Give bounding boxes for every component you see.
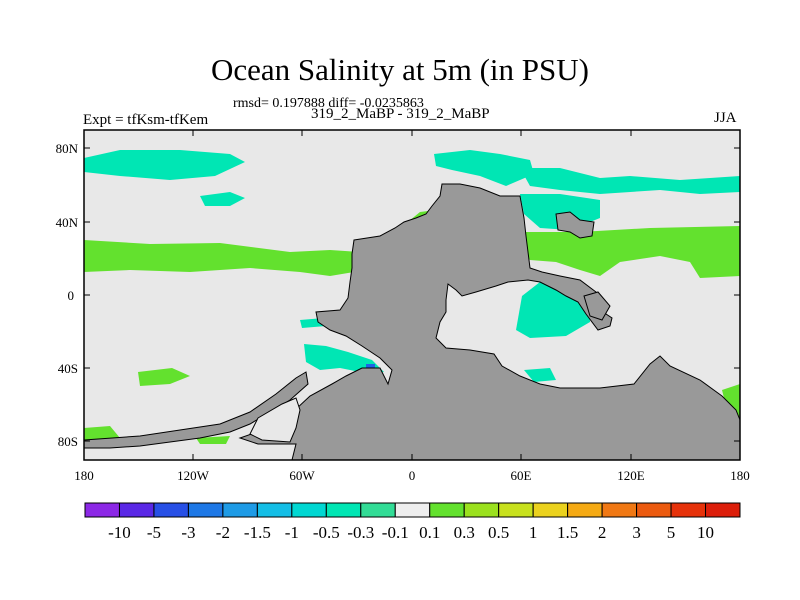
colorbar-label-14: 2 <box>598 523 607 542</box>
map-subtitle: rmsd= 0.197888 diff= -0.0235863 <box>233 96 424 111</box>
southern-indian-fresh-patch <box>524 368 556 382</box>
colorbar-label-1: -5 <box>147 523 161 542</box>
lon-label-0: 0 <box>409 468 416 483</box>
colorbar-label-15: 3 <box>632 523 641 542</box>
colorbar-swatch-5 <box>256 502 293 518</box>
colorbar-swatch-6 <box>291 502 327 518</box>
colorbar-swatch-2 <box>153 502 189 518</box>
colorbar <box>84 502 741 518</box>
south-pacific-salty-patch <box>138 368 190 386</box>
colorbar-swatch-13 <box>532 502 569 518</box>
colorbar-swatch-7 <box>325 502 362 518</box>
colorbar-swatch-17 <box>670 502 707 518</box>
lat-label-eq: 0 <box>68 288 75 303</box>
colorbar-label-5: -1 <box>285 523 299 542</box>
colorbar-label-2: -3 <box>181 523 195 542</box>
colorbar-labels: -10 -5 -3 -2 -1.5 -1 -0.5 -0.3 -0.1 0.1 0.3 0.5 1 1.5… <box>108 523 714 542</box>
map-frame <box>83 129 741 461</box>
north-indian-salty-band <box>520 226 740 278</box>
land-indian-peninsula <box>555 211 595 239</box>
lon-label-60w: 60W <box>289 468 315 483</box>
colorbar-swatch-4 <box>222 502 258 518</box>
lat-label-40s: 40S <box>58 361 78 376</box>
colorbar-label-17: 10 <box>697 523 714 542</box>
colorbar-swatch-14 <box>567 502 603 518</box>
lon-label-60e: 60E <box>511 468 532 483</box>
lon-label-180e: 180 <box>730 468 750 483</box>
lat-label-80s: 80S <box>58 434 78 449</box>
land-antarctic-peninsula <box>83 371 309 449</box>
map-title: Ocean Salinity at 5m (in PSU) <box>211 52 589 87</box>
colorbar-label-12: 1 <box>529 523 538 542</box>
colorbar-swatch-18 <box>705 502 741 518</box>
lon-label-120w: 120W <box>177 468 210 483</box>
southern-ocean-salty-strip <box>84 426 120 440</box>
land-masses <box>83 183 741 461</box>
lon-label-120e: 120E <box>617 468 645 483</box>
season-label: JJA <box>714 110 737 126</box>
lon-label-180w: 180 <box>74 468 94 483</box>
colorbar-swatch-3 <box>187 502 224 518</box>
colorbar-label-6: -0.5 <box>313 523 340 542</box>
arctic-pacific-fresh-band <box>84 150 245 180</box>
latitude-labels: 80N 40N 0 40S 80S <box>56 141 79 449</box>
longitude-labels: 180 120W 60W 0 60E 120E 180 <box>74 468 750 483</box>
colorbar-label-8: -0.1 <box>382 523 409 542</box>
colorbar-swatch-1 <box>118 502 155 518</box>
experiment-label: Expt = tfKsm-tfKem <box>83 112 209 128</box>
colorbar-swatch-8 <box>360 502 396 518</box>
colorbar-swatch-9 <box>394 502 431 518</box>
colorbar-label-7: -0.3 <box>347 523 374 542</box>
lat-label-80n: 80N <box>56 141 79 156</box>
colorbar-swatch-11 <box>463 502 500 518</box>
colorbar-label-13: 1.5 <box>557 523 578 542</box>
arctic-eurasian-fresh-band <box>520 168 740 194</box>
map-panel <box>83 129 741 461</box>
colorbar-swatch-12 <box>498 502 534 518</box>
lat-label-40n: 40N <box>56 215 79 230</box>
colorbar-label-10: 0.3 <box>454 523 475 542</box>
axis-ticks <box>84 130 740 460</box>
colorbar-label-9: 0.1 <box>419 523 440 542</box>
colorbar-label-4: -1.5 <box>244 523 271 542</box>
south-atlantic-fresh-patch <box>304 344 384 374</box>
antarctic-salty-fragment <box>196 436 230 444</box>
land-southern-interior <box>249 397 301 443</box>
arctic-atlantic-fresh-band <box>434 150 534 186</box>
colorbar-label-11: 0.5 <box>488 523 509 542</box>
colorbar-label-0: -10 <box>108 523 131 542</box>
colorbar-swatch-15 <box>601 502 638 518</box>
land-main-continent <box>238 183 741 461</box>
north-pacific-fresh-patch <box>200 192 245 206</box>
north-pacific-salty-band <box>84 240 382 276</box>
case-label: 319_2_MaBP - 319_2_MaBP <box>311 106 490 122</box>
colorbar-label-16: 5 <box>667 523 676 542</box>
colorbar-label-3: -2 <box>216 523 230 542</box>
colorbar-swatch-10 <box>429 502 465 518</box>
colorbar-swatch-0 <box>84 502 120 518</box>
land-island-east <box>583 291 611 321</box>
colorbar-swatch-16 <box>636 502 672 518</box>
